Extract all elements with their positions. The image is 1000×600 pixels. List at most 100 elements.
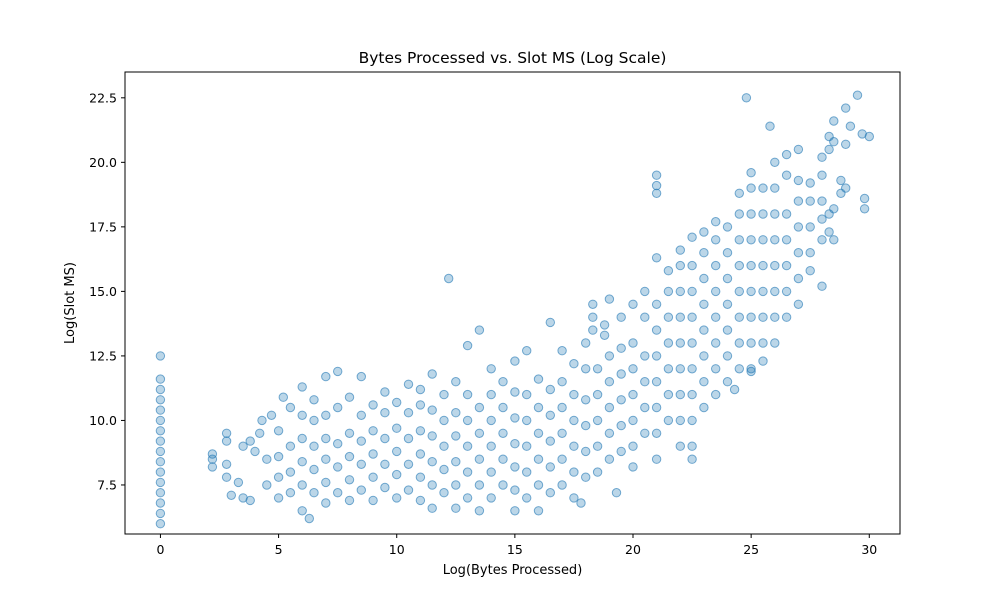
data-point <box>640 312 650 322</box>
data-point <box>557 428 567 438</box>
data-point <box>451 503 461 513</box>
data-point <box>722 273 733 284</box>
x-tick-label: 15 <box>507 542 523 557</box>
data-point <box>427 369 437 379</box>
data-point <box>304 513 314 524</box>
data-point <box>805 248 815 258</box>
data-point <box>356 371 366 382</box>
data-point <box>699 273 709 284</box>
data-point <box>687 338 697 348</box>
data-point <box>687 232 697 242</box>
data-point <box>859 204 870 214</box>
data-point <box>486 467 496 477</box>
data-point <box>592 389 603 400</box>
data-point <box>805 178 815 188</box>
data-point <box>758 312 768 322</box>
data-point <box>829 137 839 147</box>
data-point <box>770 312 780 322</box>
data-point <box>805 266 815 276</box>
data-point <box>392 469 402 480</box>
data-point <box>522 441 532 451</box>
data-point <box>663 266 674 276</box>
data-point <box>651 454 662 464</box>
data-point <box>675 364 685 374</box>
data-point <box>765 121 775 131</box>
data-point <box>462 467 473 477</box>
data-point <box>522 493 532 503</box>
data-point <box>699 377 709 387</box>
data-point <box>522 389 532 400</box>
data-point <box>510 387 520 397</box>
data-point <box>675 389 685 400</box>
data-point <box>604 428 615 438</box>
data-point <box>155 477 166 488</box>
data-point <box>557 377 567 387</box>
data-point <box>368 472 378 482</box>
data-point <box>729 384 740 395</box>
data-point <box>238 441 248 451</box>
data-point <box>758 338 768 348</box>
data-point <box>207 454 218 464</box>
data-point <box>675 245 685 255</box>
data-point <box>758 235 768 245</box>
data-point <box>569 441 579 451</box>
data-point <box>510 356 520 366</box>
data-point <box>380 408 390 418</box>
data-point <box>687 454 697 464</box>
data-point <box>852 90 863 100</box>
data-point <box>522 346 532 356</box>
data-point <box>651 428 662 438</box>
data-point <box>722 377 733 387</box>
data-point <box>309 441 319 451</box>
data-point <box>628 389 638 400</box>
data-point <box>722 325 733 335</box>
data-point <box>581 446 591 457</box>
data-point <box>687 286 697 297</box>
data-point <box>770 157 780 168</box>
data-point <box>663 389 674 400</box>
data-point <box>758 286 768 297</box>
data-point <box>640 286 650 297</box>
data-point <box>266 410 277 420</box>
data-point <box>427 405 437 415</box>
data-point <box>273 426 284 436</box>
data-point <box>557 480 567 490</box>
data-point <box>817 196 827 206</box>
data-point <box>498 402 508 413</box>
data-point <box>651 299 662 309</box>
data-point <box>285 467 296 477</box>
data-point <box>221 472 232 482</box>
data-point <box>297 457 307 467</box>
data-point <box>533 402 544 413</box>
data-point <box>711 217 721 227</box>
data-point <box>333 488 343 498</box>
data-point <box>793 144 804 155</box>
data-point <box>522 467 532 477</box>
data-point <box>474 506 485 516</box>
data-point <box>805 196 815 206</box>
data-point <box>427 503 437 513</box>
data-point <box>687 364 697 374</box>
data-point <box>569 359 579 369</box>
data-point <box>321 498 331 508</box>
data-point <box>651 402 662 413</box>
data-point <box>510 462 520 472</box>
data-point <box>599 330 610 340</box>
data-point <box>474 428 485 438</box>
data-point <box>581 364 591 374</box>
data-point <box>344 475 355 485</box>
data-point <box>663 415 674 426</box>
data-point <box>746 183 756 193</box>
data-point <box>451 377 461 387</box>
data-point <box>344 451 355 462</box>
data-point <box>592 364 603 374</box>
data-point <box>510 413 520 423</box>
y-axis-label: Log(Slot MS) <box>63 262 78 344</box>
data-point <box>245 436 255 446</box>
data-point <box>675 441 685 451</box>
data-point <box>403 379 414 389</box>
data-point <box>309 395 319 405</box>
x-tick-label: 25 <box>743 542 759 557</box>
data-point <box>687 312 697 322</box>
data-point <box>758 356 768 366</box>
